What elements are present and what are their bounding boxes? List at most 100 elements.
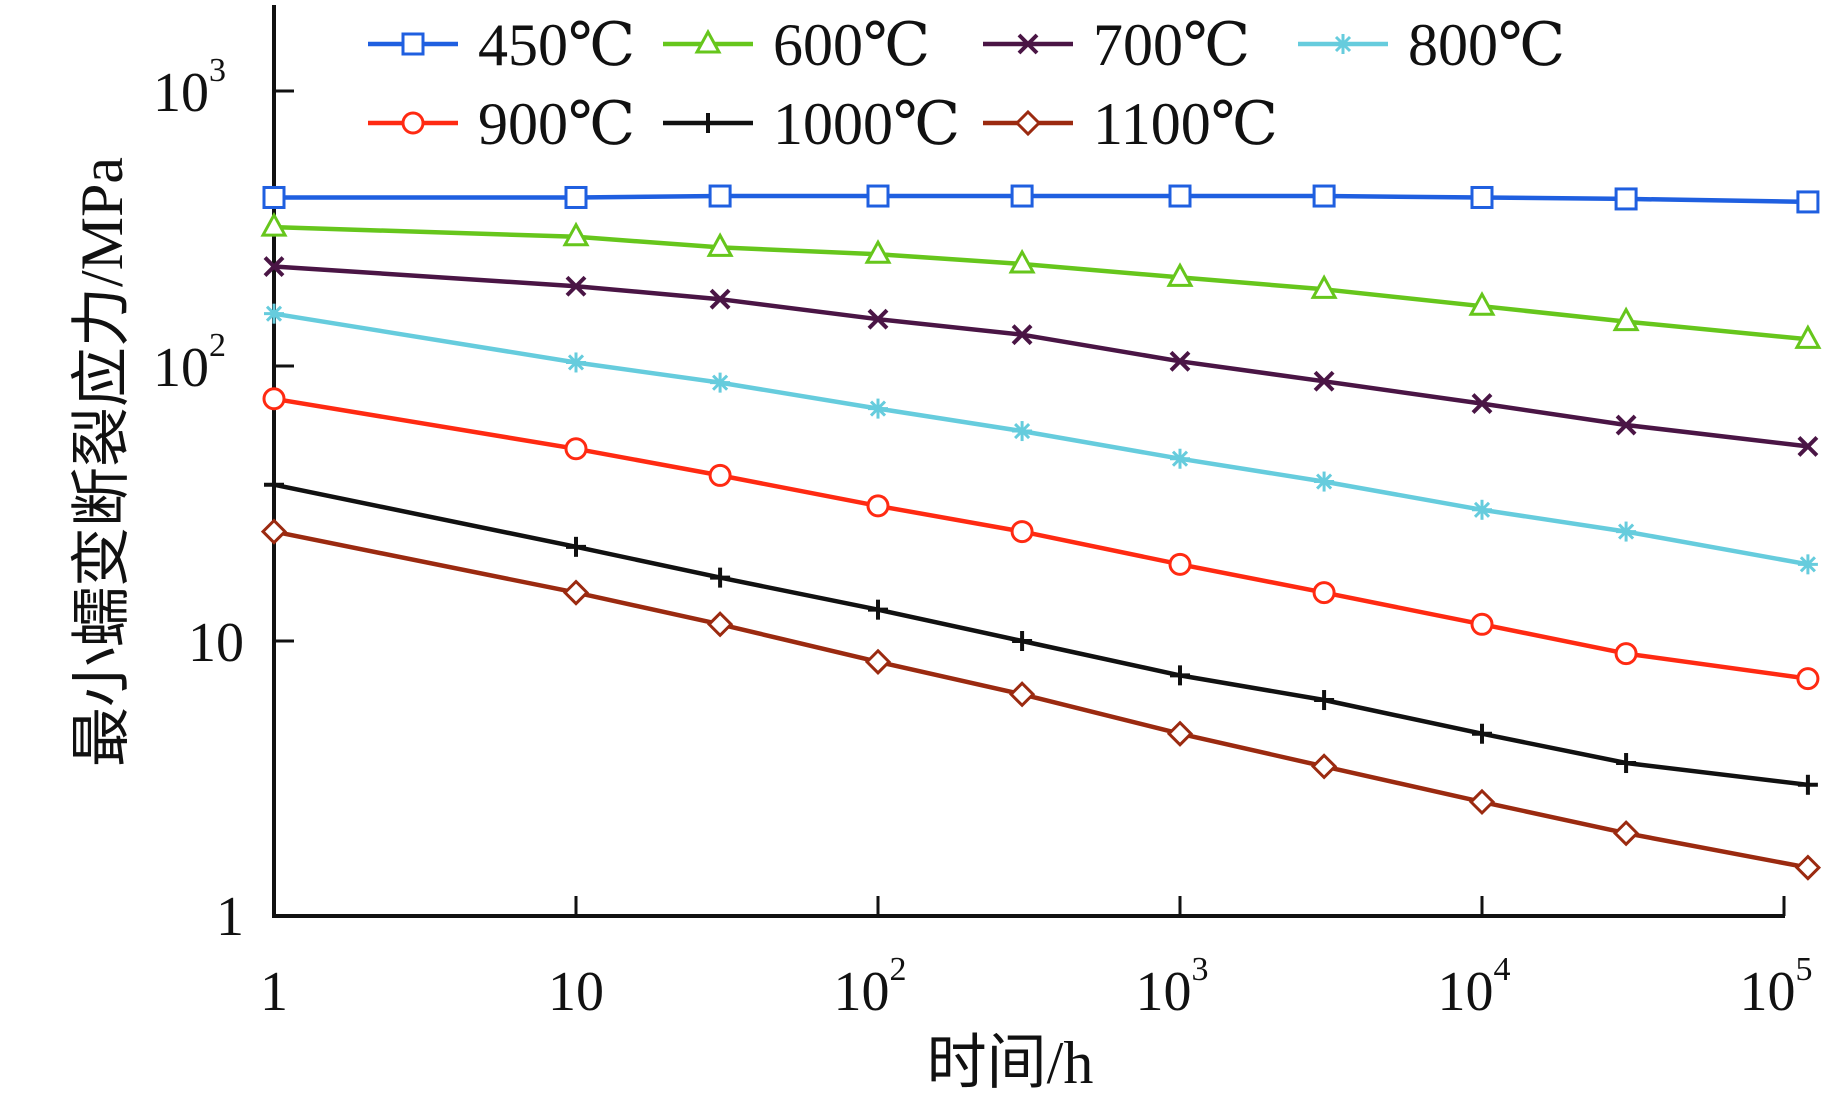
- axes: 1 10 102 103 104 105 1 10 102 103: [153, 5, 1813, 1023]
- data-point-800: [1170, 448, 1190, 469]
- data-point-900: [1796, 667, 1820, 691]
- data-point-1000: [868, 599, 888, 620]
- legend-marker: [694, 28, 722, 54]
- data-point-1000: [1797, 774, 1818, 795]
- x-tick-exponent: 4: [1494, 951, 1511, 988]
- legend-label: 1000℃: [773, 91, 960, 157]
- data-point-600: [1612, 306, 1640, 332]
- legend-marker: [698, 113, 718, 133]
- data-point-600: [260, 211, 288, 237]
- data-point-1100: [562, 579, 590, 606]
- y-axis-label: 最小蠕变断裂应力/MPa: [69, 157, 135, 767]
- legend: 450℃ 600℃ 700℃ 800℃ 900℃ 1000℃ 1100℃: [368, 12, 1565, 157]
- data-point-700: [1313, 370, 1335, 392]
- data-point-700: [1797, 436, 1819, 457]
- data-point-800: [710, 372, 731, 393]
- x-tick-label: 105: [1740, 951, 1813, 1023]
- legend-label: 800℃: [1408, 12, 1565, 78]
- legend-label: 450℃: [478, 12, 635, 78]
- data-point-700: [709, 288, 731, 310]
- x-tick-label: 1: [260, 961, 288, 1023]
- data-point-1100: [1166, 720, 1194, 747]
- data-point-700: [1169, 350, 1191, 372]
- data-point-800: [1012, 421, 1033, 442]
- data-point-600: [864, 239, 892, 264]
- data-point-800: [1616, 521, 1637, 542]
- series-800: [264, 303, 1818, 575]
- data-point-900: [866, 494, 890, 518]
- data-point-450: [1614, 187, 1638, 211]
- x-tick-label: 10: [548, 961, 604, 1023]
- y-tick-label: 1: [216, 886, 244, 948]
- legend-item-1100: 1100℃: [983, 91, 1278, 157]
- data-point-600: [706, 232, 734, 257]
- data-point-800: [264, 303, 284, 324]
- data-point-700: [1011, 324, 1033, 346]
- legend-label: 900℃: [478, 91, 635, 157]
- legend-item-450: 450℃: [368, 12, 635, 78]
- legend-label: 1100℃: [1093, 91, 1278, 157]
- y-tick-label: 103: [153, 52, 226, 124]
- data-point-900: [262, 387, 286, 411]
- data-point-600: [1310, 274, 1338, 299]
- legend-marker: [1017, 33, 1039, 55]
- data-point-1100: [1794, 854, 1822, 881]
- x-tick-label: 103: [1136, 951, 1209, 1023]
- series-line-900: [271, 396, 1811, 681]
- data-point-900: [1614, 642, 1638, 666]
- data-point-900: [564, 437, 588, 461]
- data-point-900: [1470, 612, 1494, 636]
- data-point-600: [562, 221, 590, 247]
- series-layer: [260, 184, 1822, 881]
- data-point-800: [1314, 471, 1335, 492]
- x-tick-exponent: 3: [1192, 951, 1209, 988]
- series-line-800: [271, 311, 1811, 567]
- series-1100: [260, 518, 1822, 881]
- data-point-1000: [1314, 690, 1335, 711]
- legend-marker: [1333, 34, 1353, 54]
- y-tick-label: 10: [188, 612, 244, 674]
- data-point-450: [564, 185, 588, 209]
- series-line-700: [271, 264, 1811, 449]
- data-point-700: [263, 256, 285, 277]
- data-point-1100: [864, 648, 892, 675]
- data-point-800: [1472, 499, 1492, 520]
- legend-label: 600℃: [773, 12, 930, 78]
- data-point-1100: [1468, 788, 1496, 816]
- y-tick-exponent: 3: [209, 52, 226, 89]
- data-point-1000: [1472, 723, 1492, 744]
- legend-item-800: 800℃: [1298, 12, 1565, 78]
- x-tick-exponent: 2: [890, 951, 907, 988]
- data-point-1000: [710, 567, 731, 588]
- data-point-800: [1797, 554, 1818, 575]
- series-450: [262, 184, 1820, 214]
- data-point-1000: [566, 536, 586, 557]
- data-point-700: [867, 308, 889, 330]
- series-line-1000: [271, 482, 1811, 788]
- series-1000: [264, 474, 1818, 795]
- data-point-900: [1312, 581, 1336, 605]
- series-line-1100: [271, 529, 1811, 870]
- series-600: [260, 211, 1822, 349]
- data-point-700: [1471, 393, 1493, 415]
- data-point-1100: [1310, 753, 1338, 780]
- data-point-800: [566, 352, 586, 373]
- data-point-900: [708, 463, 732, 487]
- data-point-450: [1168, 184, 1192, 208]
- data-point-1000: [1170, 665, 1190, 686]
- data-point-450: [866, 184, 890, 208]
- series-900: [262, 387, 1820, 691]
- data-point-600: [1166, 262, 1194, 287]
- y-tick-label: 102: [153, 327, 226, 399]
- x-tick-label: 104: [1438, 951, 1511, 1023]
- legend-item-1000: 1000℃: [663, 91, 960, 157]
- x-tick-exponent: 5: [1796, 951, 1813, 988]
- data-point-1100: [1008, 681, 1036, 708]
- data-point-600: [1794, 324, 1822, 349]
- legend-item-900: 900℃: [368, 91, 635, 157]
- y-tick-exponent: 2: [209, 327, 226, 364]
- legend-marker: [1014, 109, 1042, 137]
- data-point-450: [1796, 190, 1820, 214]
- data-point-1000: [1012, 631, 1033, 651]
